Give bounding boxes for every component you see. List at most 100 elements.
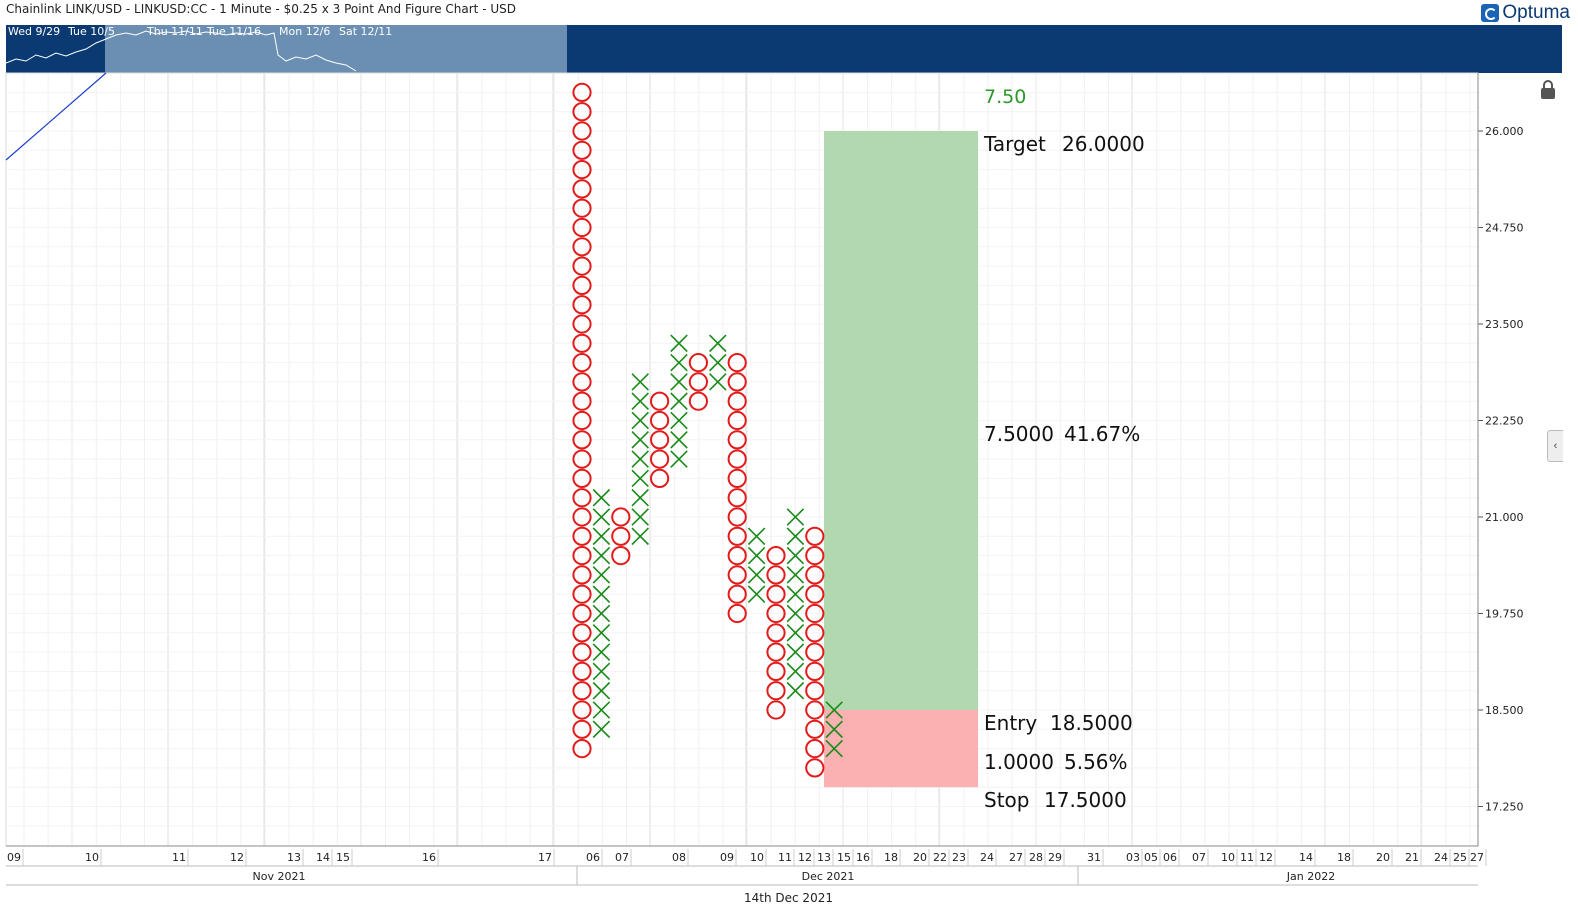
x-tick-label: 27: [1470, 851, 1484, 864]
o-mark: [805, 584, 825, 604]
x-tick-label: 10: [85, 851, 99, 864]
y-tick-label: 22.250: [1485, 415, 1524, 428]
x-tick-label: 07: [615, 851, 629, 864]
target-zone: [824, 131, 978, 710]
x-tick-label: 09: [7, 851, 21, 864]
x-column: [786, 508, 805, 700]
o-mark: [572, 198, 592, 218]
o-mark: [727, 391, 747, 411]
o-mark: [572, 217, 592, 238]
x-tick-label: 09: [720, 851, 734, 864]
x-mark: [592, 488, 611, 507]
o-mark: [572, 295, 592, 315]
x-mark: [825, 739, 843, 758]
o-mark: [805, 565, 825, 585]
o-mark: [650, 410, 670, 431]
o-mark: [572, 700, 592, 720]
o-mark: [611, 526, 631, 546]
o-mark: [572, 642, 592, 662]
chevron-left-icon[interactable]: ‹: [1547, 430, 1563, 462]
o-mark: [805, 681, 825, 701]
x-tick-label: 20: [1376, 851, 1390, 864]
y-tick-label: 26.000: [1485, 125, 1524, 138]
risk-percent: 5.56%: [1064, 750, 1128, 774]
x-mark: [631, 411, 649, 430]
o-mark: [572, 121, 592, 141]
x-mark: [592, 585, 611, 603]
x-column: [592, 488, 611, 739]
entry-label: Entry: [984, 711, 1037, 735]
o-mark: [572, 526, 592, 546]
x-mark: [592, 681, 611, 700]
o-mark: [727, 546, 747, 566]
chart-title: Chainlink LINK/USD - LINKUSD:CC - 1 Minu…: [6, 2, 516, 16]
x-mark: [592, 546, 611, 565]
footer-date-label: 14th Dec 2021: [744, 891, 833, 905]
x-mark: [592, 604, 611, 623]
target-value: 26.0000: [1062, 132, 1145, 156]
o-mark: [727, 410, 747, 431]
x-mark: [709, 334, 727, 353]
o-mark: [766, 661, 786, 682]
entry-value: 18.5000: [1050, 711, 1133, 735]
x-tick-label: 10: [750, 851, 764, 864]
o-mark: [727, 372, 747, 392]
o-mark: [727, 353, 747, 373]
o-mark: [572, 353, 592, 373]
lock-icon[interactable]: [1537, 78, 1559, 100]
o-mark: [727, 488, 747, 508]
x-tick-label: 14: [316, 851, 330, 864]
overview-label: Tue 11/16: [207, 25, 261, 38]
o-mark: [572, 681, 592, 701]
x-tick-label: 11: [172, 851, 186, 864]
x-tick-label: 17: [538, 851, 552, 864]
x-mark: [786, 566, 805, 584]
count-label: 7.50: [984, 86, 1026, 108]
o-mark: [572, 82, 592, 103]
o-mark: [805, 739, 825, 759]
o-mark: [727, 507, 747, 527]
x-mark: [786, 508, 805, 526]
x-column: [747, 527, 766, 603]
o-mark: [727, 430, 747, 450]
stop-value: 17.5000: [1044, 788, 1127, 812]
o-mark: [572, 314, 592, 334]
x-mark: [631, 469, 649, 488]
x-mark: [670, 392, 688, 410]
x-mark: [670, 373, 688, 391]
o-mark: [805, 526, 825, 546]
x-tick-label: 05: [1144, 851, 1158, 864]
x-mark: [709, 353, 727, 372]
x-month-label: Dec 2021: [802, 870, 855, 883]
x-mark: [592, 662, 611, 681]
o-mark: [805, 603, 825, 624]
x-mark: [786, 643, 805, 661]
o-mark: [766, 565, 786, 585]
o-mark: [572, 102, 592, 122]
x-mark: [592, 643, 611, 661]
x-mark: [592, 566, 611, 584]
overview-label: Thu 11/11: [147, 25, 203, 38]
x-mark: [631, 431, 649, 449]
overview-navigator[interactable]: Wed 9/29 Tue 10/5 Thu 11/11 Tue 11/16 Mo…: [6, 25, 1562, 73]
o-mark: [766, 603, 786, 624]
o-mark: [572, 565, 592, 585]
overview-label: Sat 12/11: [339, 25, 393, 38]
o-mark: [650, 391, 670, 411]
x-tick-label: 08: [672, 851, 686, 864]
x-mark: [631, 373, 649, 391]
o-mark: [572, 372, 592, 392]
x-tick-label: 13: [817, 851, 831, 864]
o-mark: [688, 372, 709, 392]
o-mark: [572, 449, 592, 469]
o-mark: [766, 623, 786, 643]
x-tick-label: 07: [1192, 851, 1206, 864]
x-mark: [786, 585, 805, 603]
x-tick-label: 12: [798, 851, 812, 864]
x-mark: [592, 701, 611, 719]
o-mark: [572, 430, 592, 450]
overview-selection-window[interactable]: [105, 25, 567, 73]
o-mark: [727, 468, 747, 488]
x-tick-label: 29: [1048, 851, 1062, 864]
